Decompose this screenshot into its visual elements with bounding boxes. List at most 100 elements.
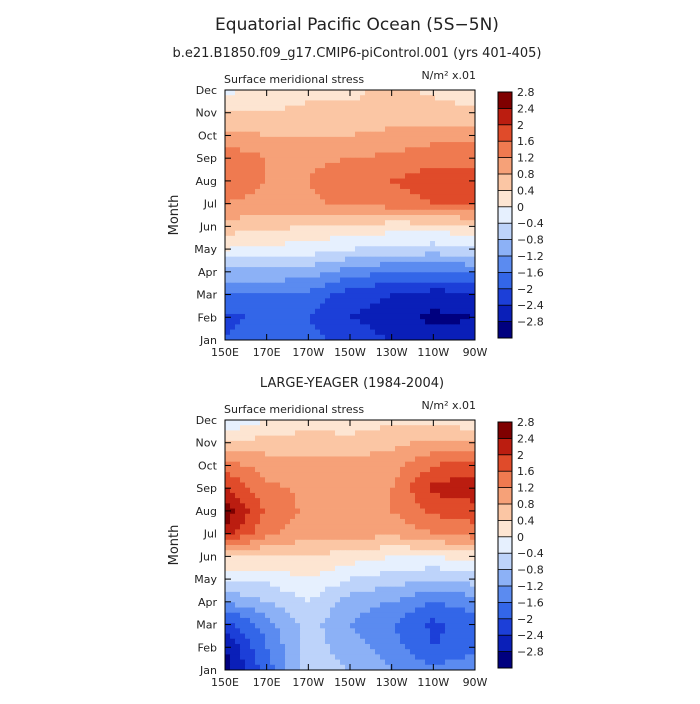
contour-cell	[355, 493, 360, 499]
contour-cell	[445, 602, 450, 608]
contour-cell	[440, 309, 445, 315]
contour-cell	[330, 272, 335, 278]
contour-cell	[425, 529, 430, 535]
contour-cell	[325, 278, 330, 284]
contour-cell	[465, 462, 470, 468]
contour-cell	[330, 587, 335, 593]
contour-cell	[320, 587, 325, 593]
contour-cell	[285, 163, 290, 169]
contour-cell	[235, 618, 240, 624]
contour-cell	[340, 535, 345, 541]
contour-cell	[355, 215, 360, 221]
contour-cell	[335, 116, 340, 122]
contour-cell	[280, 524, 285, 530]
contour-cell	[275, 330, 280, 336]
contour-cell	[235, 137, 240, 143]
contour-cell	[290, 236, 295, 242]
contour-cell	[380, 215, 385, 221]
contour-cell	[300, 236, 305, 242]
contour-cell	[445, 660, 450, 666]
contour-cell	[280, 189, 285, 195]
contour-cell	[295, 550, 300, 556]
contour-cell	[350, 613, 355, 619]
contour-cell	[395, 456, 400, 462]
contour-cell	[430, 199, 435, 205]
contour-cell	[240, 660, 245, 666]
contour-cell	[230, 100, 235, 106]
contour-cell	[440, 257, 445, 263]
contour-cell	[300, 184, 305, 190]
contour-cell	[225, 524, 230, 530]
contour-cell	[325, 319, 330, 325]
contour-cell	[290, 173, 295, 179]
contour-cell	[430, 251, 435, 257]
contour-cell	[370, 246, 375, 252]
contour-cell	[410, 111, 415, 117]
contour-cell	[280, 644, 285, 650]
contour-cell	[280, 283, 285, 289]
contour-cell	[265, 524, 270, 530]
contour-cell	[235, 236, 240, 242]
contour-cell	[350, 199, 355, 205]
contour-cell	[235, 608, 240, 614]
contour-cell	[410, 529, 415, 535]
contour-cell	[245, 462, 250, 468]
contour-cell	[280, 309, 285, 315]
contour-cell	[420, 246, 425, 252]
contour-cell	[405, 184, 410, 190]
contour-cell	[250, 477, 255, 483]
contour-cell	[390, 324, 395, 330]
contour-cell	[315, 608, 320, 614]
contour-cell	[315, 493, 320, 499]
contour-cell	[460, 535, 465, 541]
contour-cell	[275, 498, 280, 504]
colorbar-swatch	[498, 305, 512, 322]
contour-cell	[435, 278, 440, 284]
contour-cell	[270, 194, 275, 200]
contour-cell	[285, 550, 290, 556]
contour-cell	[460, 199, 465, 205]
contour-cell	[345, 220, 350, 226]
contour-cell	[300, 288, 305, 294]
contour-cell	[230, 147, 235, 153]
contour-cell	[460, 462, 465, 468]
contour-cell	[325, 618, 330, 624]
contour-cell	[280, 566, 285, 572]
contour-cell	[375, 147, 380, 153]
contour-cell	[285, 283, 290, 289]
contour-cell	[265, 451, 270, 457]
contour-cell	[325, 283, 330, 289]
contour-cell	[225, 602, 230, 608]
contour-cell	[460, 498, 465, 504]
contour-cell	[455, 592, 460, 598]
contour-cell	[310, 236, 315, 242]
contour-cell	[345, 618, 350, 624]
contour-cell	[465, 278, 470, 284]
contour-cell	[275, 210, 280, 216]
contour-cell	[360, 425, 365, 431]
contour-cell	[430, 293, 435, 299]
contour-cell	[225, 613, 230, 619]
contour-cell	[255, 95, 260, 101]
contour-cell	[455, 298, 460, 304]
contour-cell	[430, 644, 435, 650]
contour-cell	[370, 236, 375, 242]
contour-cell	[245, 106, 250, 112]
contour-cell	[450, 210, 455, 216]
contour-cell	[240, 90, 245, 96]
contour-cell	[360, 529, 365, 535]
contour-cell	[315, 309, 320, 315]
contour-cell	[350, 446, 355, 452]
contour-cell	[455, 425, 460, 431]
contour-cell	[235, 441, 240, 447]
contour-cell	[300, 623, 305, 629]
contour-cell	[335, 634, 340, 640]
contour-cell	[365, 467, 370, 473]
contour-cell	[270, 153, 275, 159]
contour-cell	[420, 545, 425, 551]
contour-cell	[285, 95, 290, 101]
contour-cell	[380, 205, 385, 211]
contour-cell	[265, 660, 270, 666]
contour-cell	[315, 304, 320, 310]
contour-cell	[390, 618, 395, 624]
